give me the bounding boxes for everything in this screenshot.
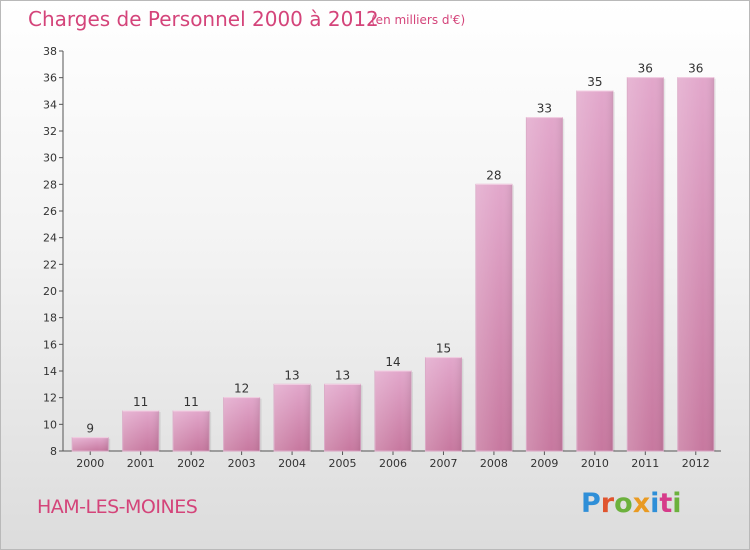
x-tick-label: 2006 bbox=[379, 457, 407, 470]
y-tick-label: 26 bbox=[43, 205, 57, 218]
x-tick-label: 2000 bbox=[76, 457, 104, 470]
x-tick-label: 2009 bbox=[530, 457, 558, 470]
y-tick-label: 34 bbox=[43, 98, 57, 111]
bar-value-label: 15 bbox=[436, 342, 451, 356]
bar-highlight bbox=[475, 184, 512, 452]
bar-highlight bbox=[122, 411, 159, 451]
y-tick-label: 10 bbox=[43, 418, 57, 431]
y-tick-label: 12 bbox=[43, 392, 57, 405]
x-tick-label: 2007 bbox=[429, 457, 457, 470]
bar-highlight bbox=[324, 384, 361, 451]
chart-title: Charges de Personnel 2000 à 2012 bbox=[28, 7, 379, 31]
bar-value-label: 36 bbox=[688, 62, 703, 76]
bar-value-label: 36 bbox=[638, 62, 653, 76]
bar-value-label: 13 bbox=[335, 368, 350, 382]
logo-letter: x bbox=[632, 488, 651, 519]
bar-highlight bbox=[173, 411, 210, 451]
bar-value-label: 33 bbox=[537, 102, 552, 116]
y-tick-label: 16 bbox=[43, 338, 57, 351]
x-tick-label: 2012 bbox=[682, 457, 710, 470]
logo-letter: i bbox=[672, 488, 682, 519]
y-tick-label: 8 bbox=[50, 445, 57, 458]
bar-value-label: 12 bbox=[234, 382, 249, 396]
y-tick-label: 22 bbox=[43, 258, 57, 271]
x-tick-label: 2008 bbox=[480, 457, 508, 470]
bar-value-label: 28 bbox=[486, 168, 501, 182]
bar-highlight bbox=[425, 357, 462, 451]
chart-labels: 9 2000 11 2001 11 2002 12 2003 13 2004 13 2005 14 200… bbox=[76, 62, 710, 470]
x-tick-label: 2005 bbox=[329, 457, 357, 470]
y-tick-label: 24 bbox=[43, 232, 57, 245]
bar-highlight bbox=[375, 371, 411, 451]
y-tick-label: 14 bbox=[43, 365, 57, 378]
logo-letter: i bbox=[650, 488, 660, 519]
bar-highlight bbox=[72, 437, 109, 451]
y-tick-label: 36 bbox=[43, 72, 57, 85]
chart-axes: 8 10 12 14 16 18 20 22 24 26 28 30 32 34 36 38 bbox=[43, 45, 721, 458]
x-tick-label: 2004 bbox=[278, 457, 306, 470]
logo-letter: P bbox=[581, 488, 601, 519]
bar-highlight bbox=[526, 117, 563, 452]
bar-value-label: 9 bbox=[86, 422, 94, 436]
y-tick-label: 38 bbox=[43, 45, 57, 58]
x-tick-label: 2001 bbox=[127, 457, 155, 470]
logo-letter: t bbox=[659, 488, 673, 519]
proxiti-logo: Proxiti bbox=[581, 488, 682, 519]
bar-value-label: 13 bbox=[284, 368, 299, 382]
bar-highlight bbox=[223, 397, 260, 451]
bar-highlight bbox=[576, 91, 613, 451]
y-tick-label: 32 bbox=[43, 125, 57, 138]
bar-highlight bbox=[627, 77, 664, 452]
bar-value-label: 11 bbox=[184, 395, 199, 409]
bar-value-label: 11 bbox=[133, 395, 148, 409]
y-tick-label: 30 bbox=[43, 152, 57, 165]
y-tick-label: 18 bbox=[43, 312, 57, 325]
chart-bars bbox=[71, 77, 716, 452]
place-name: HAM-LES-MOINES bbox=[37, 496, 198, 518]
logo-letter: o bbox=[614, 488, 633, 519]
chart-subtitle: (en milliers d'€) bbox=[371, 13, 466, 27]
y-tick-label: 28 bbox=[43, 178, 57, 191]
logo-letter: r bbox=[600, 488, 615, 519]
x-tick-label: 2010 bbox=[581, 457, 609, 470]
bar-highlight bbox=[677, 77, 714, 452]
bar-value-label: 35 bbox=[587, 75, 602, 89]
bar-value-label: 14 bbox=[385, 355, 400, 369]
x-tick-label: 2003 bbox=[228, 457, 256, 470]
x-tick-label: 2011 bbox=[631, 457, 659, 470]
y-tick-label: 20 bbox=[43, 285, 57, 298]
x-tick-label: 2002 bbox=[177, 457, 205, 470]
bar-highlight bbox=[274, 384, 311, 451]
